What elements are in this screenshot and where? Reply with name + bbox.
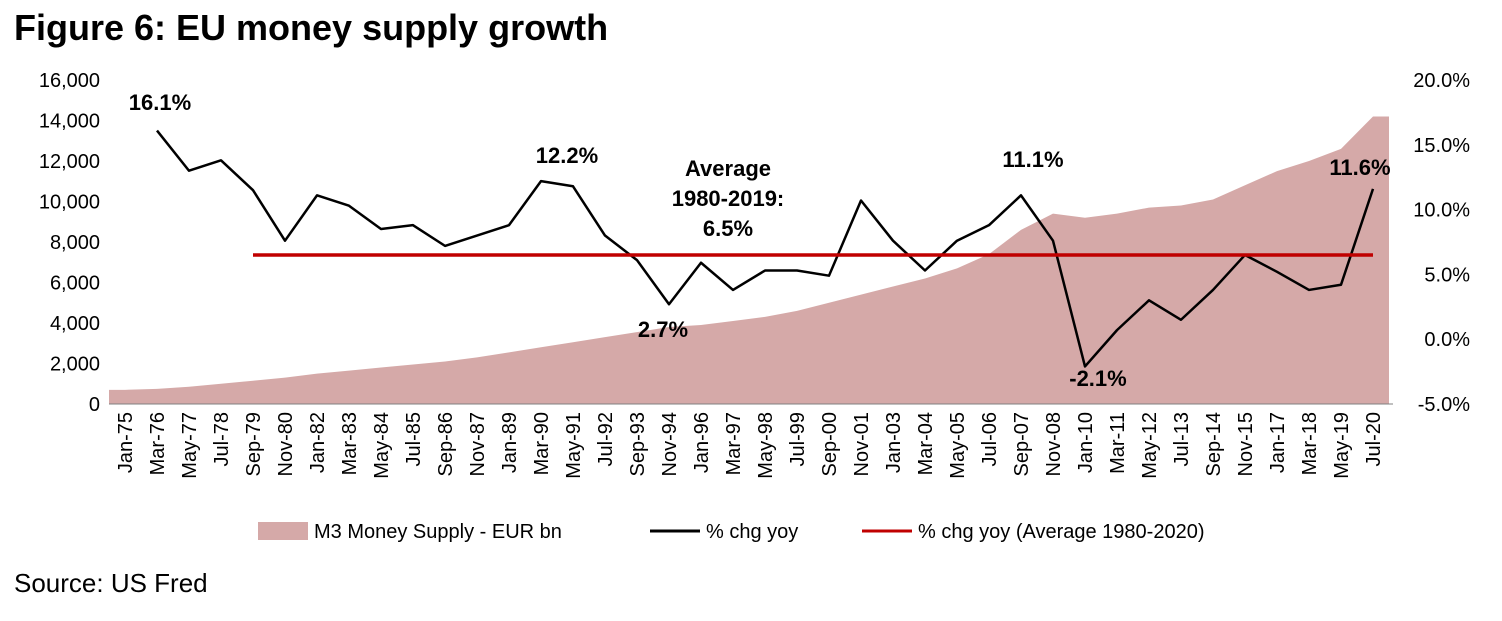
x-tick-label: Mar-11 <box>1107 412 1129 474</box>
source-note: Source: US Fred <box>14 568 208 598</box>
x-tick-label: Jan-17 <box>1267 412 1289 473</box>
x-tick-label: Jan-10 <box>1075 412 1097 473</box>
legend-swatch <box>258 522 308 540</box>
x-tick-label: May-05 <box>947 412 969 479</box>
x-tick-label: Mar-90 <box>531 412 553 475</box>
x-tick-label: Sep-79 <box>243 412 265 477</box>
x-tick-label: Nov-08 <box>1043 412 1065 476</box>
x-tick-label: Sep-93 <box>627 412 649 477</box>
x-tick-label: Jul-92 <box>595 412 617 466</box>
x-tick-label: May-91 <box>563 412 585 479</box>
x-tick-label: Jul-13 <box>1171 412 1193 466</box>
y-tick-label: 16,000 <box>39 70 100 92</box>
annotation: Average <box>685 156 771 181</box>
y-tick-label: 10,000 <box>39 192 100 214</box>
x-tick-label: Nov-94 <box>659 412 681 476</box>
x-tick-label: Nov-01 <box>851 412 873 476</box>
x-tick-label: Jul-78 <box>211 412 233 466</box>
x-tick-label: May-77 <box>179 412 201 479</box>
x-tick-label: Mar-76 <box>147 412 169 475</box>
area-series <box>109 116 1389 404</box>
x-tick-label: Jul-20 <box>1363 412 1385 466</box>
x-tick-label: Jan-03 <box>883 412 905 473</box>
legend-label: M3 Money Supply - EUR bn <box>314 521 562 543</box>
y-tick-label: 0 <box>89 394 100 416</box>
annotation: -2.1% <box>1069 366 1126 391</box>
x-tick-label: Jan-75 <box>115 412 137 473</box>
annotation: 11.6% <box>1329 155 1390 180</box>
y-tick-label: 12,000 <box>39 151 100 173</box>
x-tick-label: Sep-14 <box>1203 412 1225 477</box>
annotation: 2.7% <box>638 317 688 342</box>
x-tick-label: May-19 <box>1331 412 1353 479</box>
y-tick-label: 6,000 <box>50 273 100 295</box>
x-tick-label: Mar-97 <box>723 412 745 475</box>
y-tick-label: 14,000 <box>39 111 100 133</box>
annotation: 1980-2019: <box>672 186 785 211</box>
x-tick-label: Mar-83 <box>339 412 361 475</box>
y-tick-label: 2,000 <box>50 354 100 376</box>
x-tick-label: May-98 <box>755 412 777 479</box>
y2-tick-label: 20.0% <box>1413 70 1470 92</box>
legend-label: % chg yoy <box>706 521 798 543</box>
annotation: 12.2% <box>536 143 598 168</box>
x-tick-label: Jan-89 <box>499 412 521 473</box>
y2-tick-label: 0.0% <box>1424 329 1470 351</box>
x-tick-label: Sep-86 <box>435 412 457 477</box>
y-tick-label: 4,000 <box>50 313 100 335</box>
x-tick-label: May-12 <box>1139 412 1161 479</box>
x-tick-label: Nov-80 <box>275 412 297 476</box>
annotation: 11.1% <box>1002 147 1063 172</box>
x-tick-label: Jan-96 <box>691 412 713 473</box>
y2-tick-label: 5.0% <box>1424 264 1470 286</box>
x-tick-label: Sep-00 <box>819 412 841 477</box>
y-tick-label: 8,000 <box>50 232 100 254</box>
y2-tick-label: -5.0% <box>1418 394 1470 416</box>
annotation: 16.1% <box>129 90 191 115</box>
line-series <box>156 129 1375 368</box>
x-tick-label: Mar-04 <box>915 412 937 475</box>
x-tick-label: Jul-85 <box>403 412 425 466</box>
x-tick-label: Mar-18 <box>1299 412 1321 475</box>
x-tick-label: Sep-07 <box>1011 412 1033 477</box>
x-tick-label: Jan-82 <box>307 412 329 473</box>
legend-label: % chg yoy (Average 1980-2020) <box>918 521 1204 543</box>
x-tick-label: Nov-87 <box>467 412 489 476</box>
y2-tick-label: 10.0% <box>1413 200 1470 222</box>
x-tick-label: May-84 <box>371 412 393 479</box>
y2-tick-label: 15.0% <box>1413 135 1470 157</box>
x-tick-label: Nov-15 <box>1235 412 1257 476</box>
x-tick-label: Jul-06 <box>979 412 1001 466</box>
chart-title: Figure 6: EU money supply growth <box>14 7 608 48</box>
annotation: 6.5% <box>703 216 753 241</box>
x-tick-label: Jul-99 <box>787 412 809 466</box>
